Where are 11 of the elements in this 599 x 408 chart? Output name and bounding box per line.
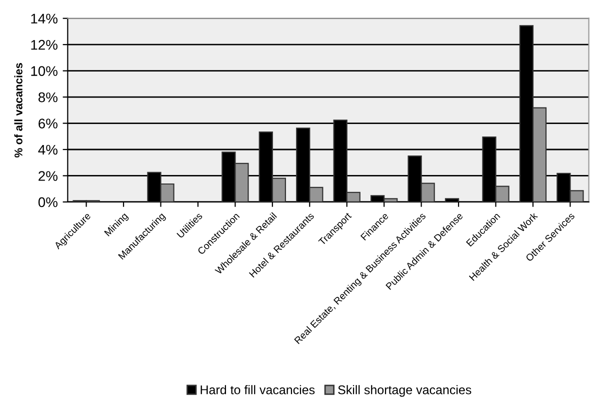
legend-label: Hard to fill vacancies [200, 385, 315, 394]
y-tick-label: 0% [38, 197, 58, 208]
y-tick-label: 12% [31, 40, 58, 50]
legend-label: Skill shortage vacancies [338, 385, 472, 397]
y-tick-label: 2% [38, 171, 58, 181]
y-tick-label: 4% [38, 144, 58, 155]
y-axis-title: % of all vacancies [14, 63, 22, 158]
y-tick-label: 8% [38, 92, 58, 102]
y-tick-label: 14% [31, 14, 58, 24]
y-tick-label: 10% [31, 66, 58, 76]
y-tick-label: 6% [38, 118, 58, 128]
